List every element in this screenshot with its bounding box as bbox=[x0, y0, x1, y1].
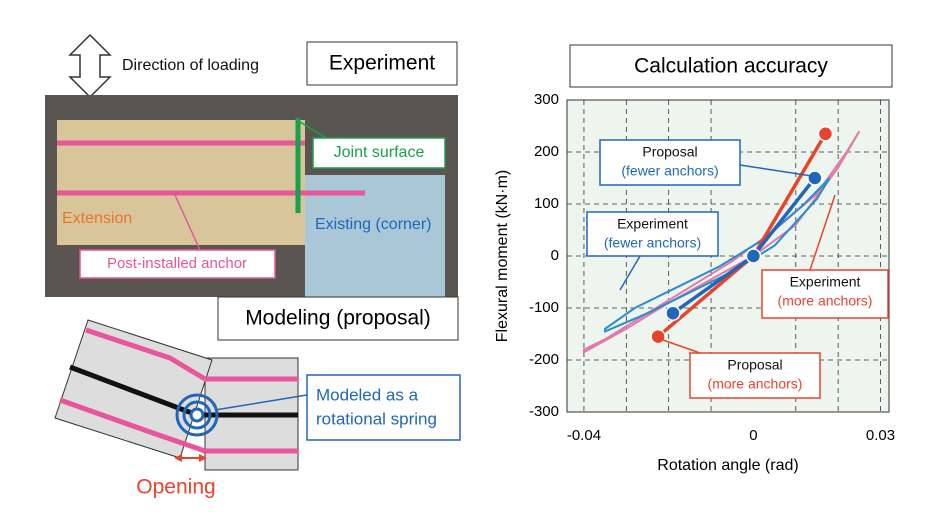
proposal-point bbox=[650, 328, 666, 345]
callout-subtitle: (fewer anchors) bbox=[604, 235, 701, 251]
proposal-point bbox=[817, 126, 834, 142]
callout-title: Experiment bbox=[790, 274, 861, 290]
anchor-line bbox=[85, 327, 207, 382]
x-tick-label: 0 bbox=[749, 427, 757, 444]
callout-subtitle: (more anchors) bbox=[778, 293, 873, 309]
callout-title: Proposal bbox=[727, 357, 782, 373]
experiment-panel: Direction of loading Experiment Joint su… bbox=[45, 33, 458, 297]
chart: Calculation accuracy Rotation angle (rad… bbox=[494, 44, 895, 474]
pointer bbox=[809, 194, 836, 271]
loading-arrow bbox=[68, 33, 112, 99]
y-tick-label: 300 bbox=[534, 91, 559, 108]
anchor-label: Post-installed anchor bbox=[107, 255, 247, 272]
joint-label: Joint surface bbox=[334, 144, 425, 161]
pointer bbox=[662, 339, 701, 354]
extension-label: Extension bbox=[62, 210, 132, 227]
x-tick-label: -0.04 bbox=[567, 427, 601, 444]
loading-label: Direction of loading bbox=[122, 57, 259, 74]
callout-subtitle: (more anchors) bbox=[708, 376, 803, 392]
callout-box bbox=[599, 139, 741, 186]
proposal-point bbox=[807, 170, 823, 186]
experiment-box bbox=[306, 41, 458, 86]
callout-box bbox=[689, 352, 821, 399]
title-box bbox=[569, 44, 893, 88]
opening-label: Opening bbox=[136, 476, 215, 499]
pointer bbox=[739, 164, 813, 177]
pointer bbox=[299, 121, 331, 141]
y-tick-label: -100 bbox=[529, 299, 559, 316]
spring bbox=[189, 407, 205, 423]
y-axis-label: Flexural moment (kN·m) bbox=[494, 170, 511, 342]
proposal-point bbox=[665, 305, 681, 321]
existing-label: Existing (corner) bbox=[315, 216, 431, 233]
callout-title: Proposal bbox=[642, 144, 697, 160]
proposal-point bbox=[745, 248, 762, 264]
callout-title: Experiment bbox=[617, 216, 688, 232]
anchor-line bbox=[59, 397, 206, 454]
chart-title: Calculation accuracy bbox=[634, 55, 828, 78]
spring bbox=[182, 400, 212, 430]
modeling-box bbox=[217, 296, 459, 341]
y-tick-label: 100 bbox=[534, 195, 559, 212]
arrow-head bbox=[199, 454, 207, 462]
anchor-box bbox=[79, 249, 276, 279]
arrow-head bbox=[174, 454, 182, 462]
spring bbox=[175, 393, 219, 437]
y-tick-label: -300 bbox=[529, 403, 559, 420]
model-panel: Modeling (proposal) Modeled as a rotatio… bbox=[54, 296, 461, 499]
callout-box bbox=[761, 269, 889, 319]
callout-box bbox=[586, 211, 719, 257]
experiment-label: Experiment bbox=[329, 52, 435, 75]
spring-box bbox=[306, 374, 461, 441]
x-tick-label: 0.03 bbox=[866, 427, 895, 444]
spring-label: Modeled as a bbox=[316, 385, 419, 404]
modeling-label: Modeling (proposal) bbox=[245, 307, 431, 330]
x-axis-label: Rotation angle (rad) bbox=[657, 457, 798, 474]
y-tick-label: 0 bbox=[551, 247, 559, 264]
spring-label: rotational spring bbox=[316, 409, 437, 428]
pointer bbox=[214, 394, 308, 411]
hysteresis-loop bbox=[582, 130, 861, 354]
joint-box bbox=[312, 137, 446, 169]
y-tick-label: 200 bbox=[534, 143, 559, 160]
y-tick-label: -200 bbox=[529, 351, 559, 368]
hysteresis-loop bbox=[604, 177, 831, 333]
pointer bbox=[619, 255, 641, 291]
callout-subtitle: (fewer anchors) bbox=[621, 163, 718, 179]
